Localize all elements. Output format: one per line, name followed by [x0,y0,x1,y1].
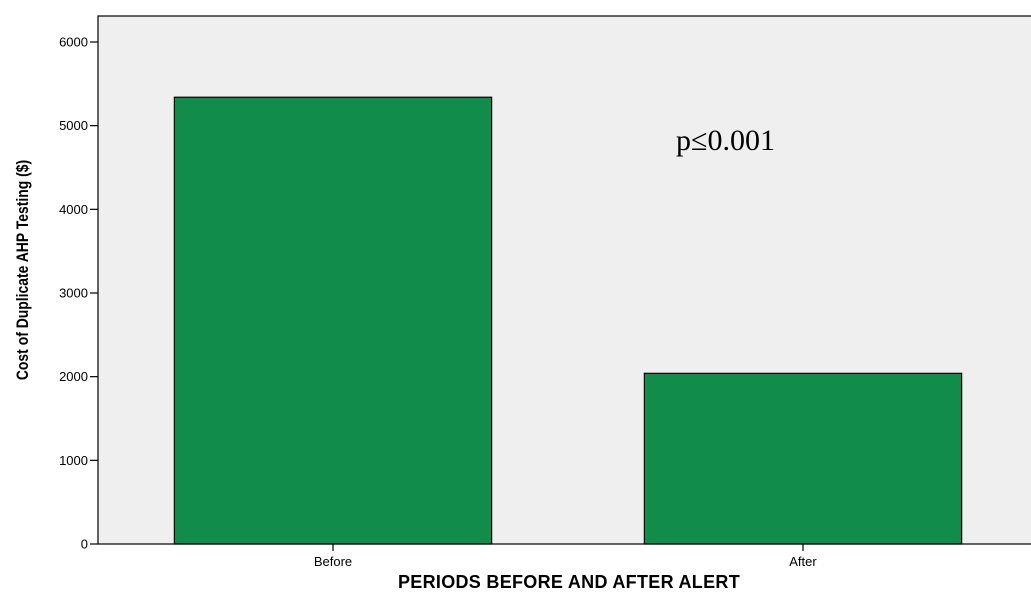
p-value-annotation: p≤0.001 [676,124,775,157]
y-tick-label: 4000 [59,202,88,217]
y-tick-label: 1000 [59,453,88,468]
y-tick-label: 6000 [59,35,88,50]
y-tick-label: 3000 [59,286,88,301]
y-axis-title: Cost of Duplicate AHP Testing ($) [14,160,33,380]
y-tick-label: 0 [81,537,88,552]
x-axis-title: PERIODS BEFORE AND AFTER ALERT [398,572,740,592]
bar-before [173,96,493,545]
x-tick-label: Before [314,554,352,569]
x-axis: Before After [314,544,817,569]
bar-after [643,372,963,545]
x-tick-label: After [789,554,817,569]
y-tick-label: 5000 [59,118,88,133]
bars [173,96,963,545]
y-axis: 0 1000 2000 3000 4000 5000 6000 [59,35,98,552]
y-tick-label: 2000 [59,369,88,384]
